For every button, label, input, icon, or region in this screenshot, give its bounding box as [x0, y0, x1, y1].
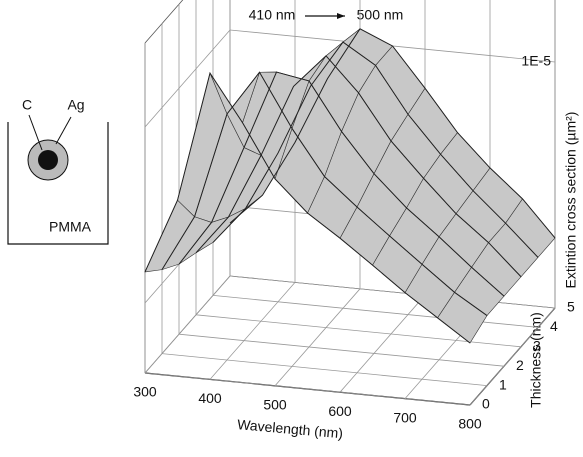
grid-line	[178, 333, 505, 367]
core	[38, 150, 58, 170]
y-tick-label: 3	[533, 338, 541, 354]
x-tick-label: 800	[458, 416, 482, 432]
surface-line	[229, 28, 556, 239]
y-tick-label: 2	[516, 357, 524, 373]
z-tick-label: 1E-5	[521, 53, 551, 69]
surface-line	[195, 55, 522, 278]
x-tick-label: 700	[393, 409, 417, 425]
grid-line	[229, 275, 556, 309]
pointer	[28, 114, 43, 151]
arrow-head	[337, 13, 345, 19]
grid-line	[161, 353, 488, 386]
grid-line	[144, 372, 471, 406]
x-tick-label: 300	[133, 384, 157, 400]
x-tick-label: 600	[328, 403, 352, 419]
grid-line	[209, 282, 296, 380]
surface-line	[161, 71, 488, 316]
y-axis-label: Thickness (nm)	[528, 312, 544, 408]
grid-line	[144, 275, 231, 374]
grid-line	[212, 295, 539, 328]
surface-line	[178, 71, 505, 297]
inset-label: Ag	[67, 97, 84, 113]
x-tick-label: 500	[263, 397, 287, 413]
inset-label: PMMA	[49, 219, 92, 235]
grid-line	[469, 307, 556, 406]
grid-line	[339, 294, 426, 393]
inset-box	[7, 122, 109, 245]
annotation-end: 500 nm	[357, 7, 404, 23]
surface-line	[144, 71, 471, 344]
surface-line	[212, 41, 539, 258]
grid-line	[195, 314, 522, 348]
annotation-start: 410 nm	[249, 7, 296, 23]
y-tick-label: 0	[482, 396, 490, 412]
grid-line	[274, 288, 361, 387]
x-axis-label: Wavelength (nm)	[237, 416, 344, 441]
x-tick-label: 400	[198, 390, 222, 406]
grid-line	[144, 29, 231, 128]
inset-label: C	[22, 97, 32, 113]
axis-edge	[144, 0, 184, 44]
inset: C Ag PMMA	[7, 97, 109, 245]
z-axis-label: Extintion cross section (µm²)	[563, 112, 579, 289]
y-tick-label: 4	[550, 318, 558, 334]
y-tick-label: 1	[499, 376, 507, 392]
y-tick-label: 5	[567, 299, 575, 315]
pointer	[55, 116, 72, 145]
